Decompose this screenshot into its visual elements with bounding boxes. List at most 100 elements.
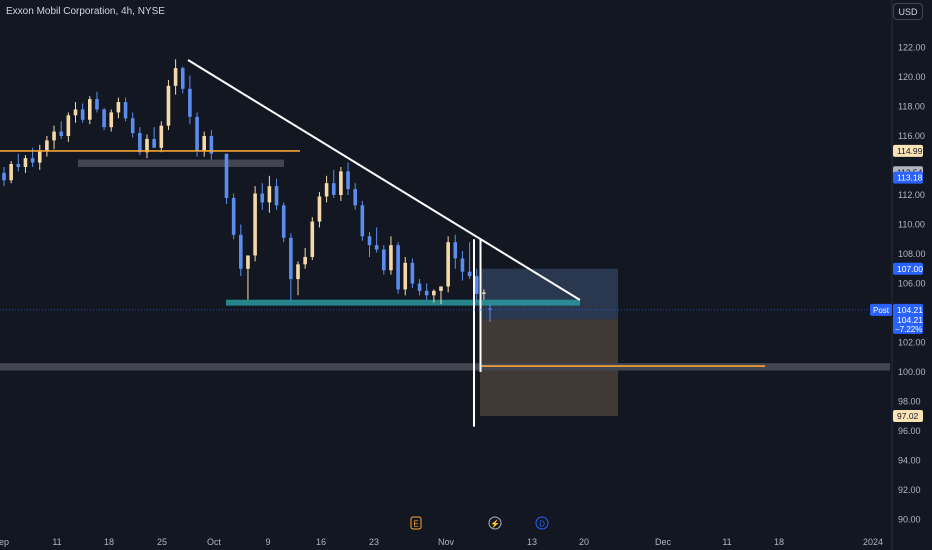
time-axis-label: 11 bbox=[722, 537, 731, 547]
price-badge-text: 114.99 bbox=[897, 146, 923, 156]
price-axis-label: 98.00 bbox=[898, 397, 921, 407]
time-axis-label: Oct bbox=[207, 537, 222, 547]
time-axis-label: 11 bbox=[52, 537, 61, 547]
price-axis-label: 122.00 bbox=[898, 43, 926, 53]
candle-body bbox=[403, 262, 408, 290]
candle-body bbox=[209, 136, 214, 154]
candle-body bbox=[138, 133, 142, 153]
candle-body bbox=[2, 172, 6, 181]
time-axis-label: Nov bbox=[438, 537, 455, 547]
candle-body bbox=[274, 186, 279, 206]
candle-body bbox=[260, 193, 265, 203]
last-price-badge bbox=[893, 303, 923, 334]
candle-body bbox=[246, 255, 250, 269]
price-badge bbox=[893, 171, 923, 184]
time-axis-label: 2024 bbox=[863, 537, 883, 547]
price-axis-label: 96.00 bbox=[898, 426, 921, 436]
price-axis-label: 116.00 bbox=[898, 131, 925, 141]
time-axis-label: Dec bbox=[655, 537, 672, 547]
candle-body bbox=[446, 242, 450, 287]
candle-body bbox=[410, 262, 415, 284]
candle-body bbox=[23, 158, 28, 167]
last-price-repeat: 104.21 bbox=[897, 315, 923, 325]
candle-body bbox=[303, 256, 307, 265]
last-price-change: −7.22% bbox=[895, 325, 922, 334]
time-axis-label: 23 bbox=[369, 537, 379, 547]
price-axis-label: 92.00 bbox=[898, 485, 921, 495]
candle-body bbox=[180, 68, 185, 89]
candle-body bbox=[367, 236, 372, 246]
downtrend-line bbox=[187, 59, 581, 301]
time-axis-label: 25 bbox=[157, 537, 167, 547]
candle-body bbox=[159, 125, 164, 148]
candle-body bbox=[95, 99, 99, 110]
candle-body bbox=[116, 102, 121, 113]
candle-body bbox=[324, 183, 329, 197]
extended-hours-candle bbox=[488, 308, 492, 310]
price-badge bbox=[893, 409, 923, 422]
candle-body bbox=[432, 290, 436, 296]
candle-body bbox=[339, 171, 343, 195]
earnings-icon[interactable] bbox=[410, 516, 422, 530]
candle-body bbox=[460, 258, 465, 272]
candle-body bbox=[389, 245, 393, 271]
last-price-text: 104.21 bbox=[897, 305, 923, 315]
candle-body bbox=[123, 102, 128, 119]
candle-body bbox=[88, 99, 92, 120]
price-axis-label: 110.00 bbox=[898, 220, 925, 230]
candle-body bbox=[130, 118, 135, 134]
candle-body bbox=[374, 245, 379, 250]
price-axis-label: 106.00 bbox=[898, 279, 926, 289]
candle-body bbox=[45, 140, 49, 151]
candle-body bbox=[239, 234, 243, 269]
candle-body bbox=[453, 242, 458, 259]
price-axis-label: 102.00 bbox=[898, 338, 926, 348]
candle-body bbox=[59, 131, 63, 136]
price-badge bbox=[893, 144, 923, 157]
candle-body bbox=[467, 271, 472, 277]
candle-body bbox=[37, 150, 42, 163]
candle-body bbox=[331, 183, 336, 195]
candle-body bbox=[289, 237, 293, 280]
resistance-zone bbox=[78, 159, 284, 167]
price-badge bbox=[893, 262, 923, 275]
candle-body bbox=[317, 196, 322, 222]
price-axis-label: 94.00 bbox=[898, 456, 921, 466]
candle-body bbox=[417, 283, 422, 291]
time-axis-label: 9 bbox=[265, 537, 270, 547]
dividend-icon[interactable] bbox=[535, 516, 549, 530]
candle-body bbox=[231, 197, 236, 235]
price-axis-label: 100.00 bbox=[898, 367, 926, 377]
candle-body bbox=[253, 193, 257, 256]
support-zone-100 bbox=[0, 363, 890, 371]
price-badge-text: 107.00 bbox=[897, 264, 923, 274]
candle-body bbox=[474, 276, 479, 294]
candle-body bbox=[439, 286, 443, 291]
candle-body bbox=[66, 115, 71, 136]
candle-body bbox=[166, 85, 171, 126]
time-axis-label: ep bbox=[0, 537, 9, 547]
event-badge-letter: D bbox=[539, 520, 545, 529]
time-axis-label: 13 bbox=[527, 537, 537, 547]
candle-body bbox=[195, 116, 199, 151]
price-badge-text: 97.02 bbox=[897, 411, 919, 421]
candle-body bbox=[73, 109, 78, 116]
price-axis-label: 108.00 bbox=[898, 249, 926, 259]
split-icon[interactable] bbox=[488, 516, 502, 530]
candle-body bbox=[396, 245, 400, 290]
price-axis-label: 120.00 bbox=[898, 72, 926, 82]
candle-body bbox=[382, 249, 386, 271]
candle-body bbox=[30, 158, 35, 163]
candle-body bbox=[424, 290, 429, 296]
candle-body bbox=[296, 264, 300, 280]
target-zone bbox=[480, 268, 618, 320]
candle-body bbox=[224, 153, 229, 198]
time-axis-label: 16 bbox=[316, 537, 326, 547]
chart-title: Exxon Mobil Corporation, 4h, NYSE bbox=[6, 6, 165, 17]
candle-body bbox=[52, 131, 56, 141]
candle-body bbox=[80, 109, 85, 120]
candle-body bbox=[267, 186, 272, 203]
candle-body bbox=[360, 205, 365, 237]
currency-selector[interactable]: USD bbox=[893, 3, 923, 20]
